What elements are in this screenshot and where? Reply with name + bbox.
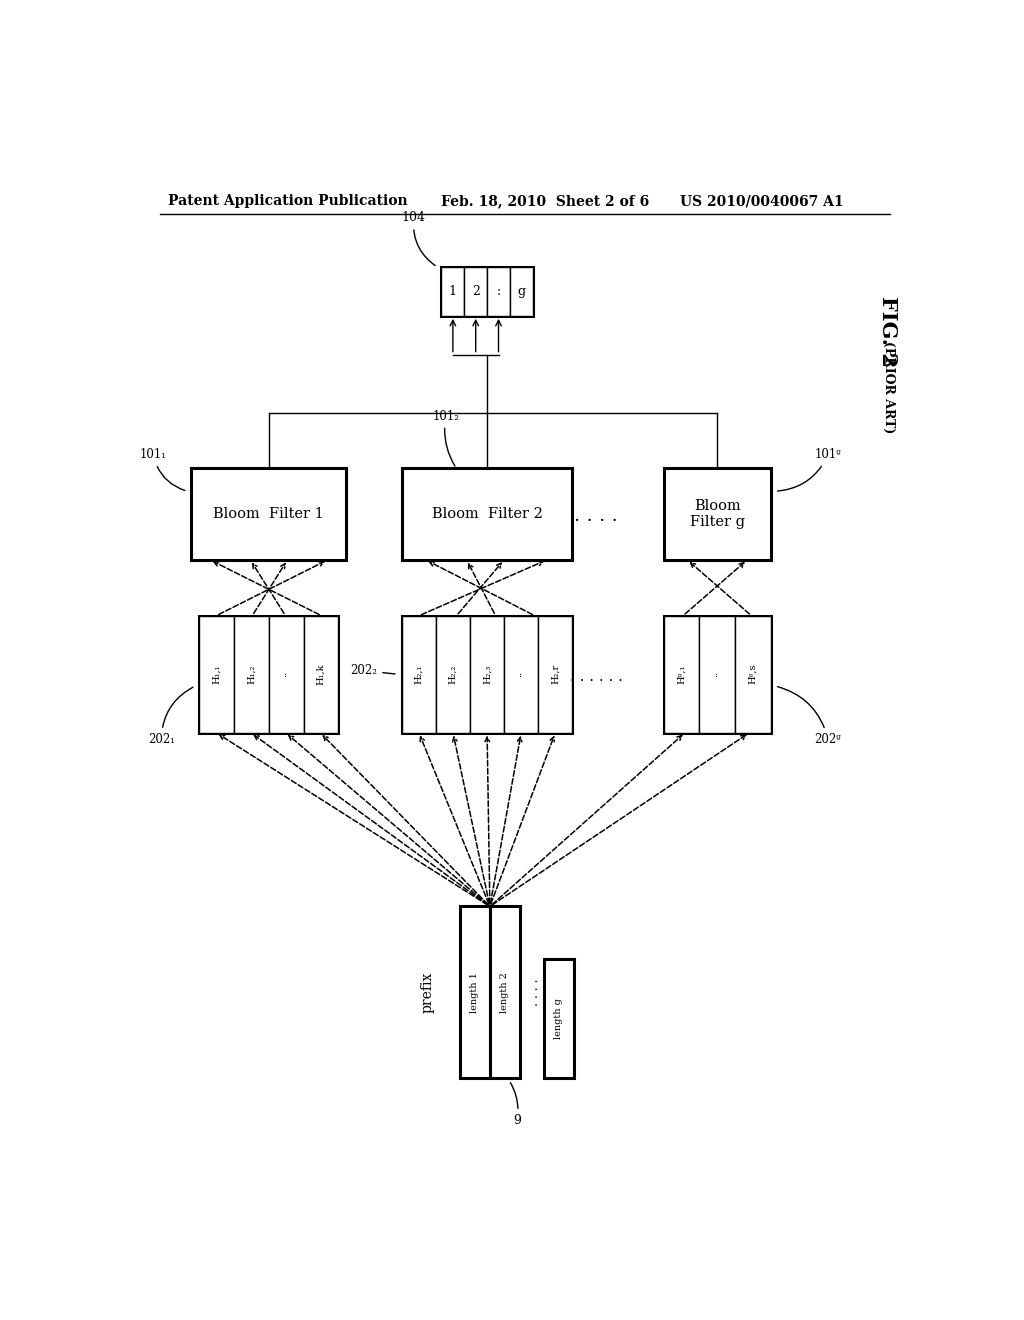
Bar (303, 615, 338, 733)
Text: ··: ·· (517, 671, 525, 677)
Text: 104: 104 (401, 211, 435, 265)
Text: 1: 1 (449, 285, 457, 298)
Bar (401, 615, 436, 733)
Text: Hᵍ,s: Hᵍ,s (749, 664, 758, 685)
Text: H₁,₁: H₁,₁ (212, 664, 221, 684)
Bar (234, 615, 269, 733)
Text: g: g (517, 285, 525, 298)
Bar (460, 907, 489, 1078)
Text: Bloom
Filter g: Bloom Filter g (690, 499, 744, 529)
Text: 101ᵍ: 101ᵍ (777, 449, 842, 491)
Text: Patent Application Publication: Patent Application Publication (168, 194, 408, 209)
Bar (441, 267, 532, 315)
Bar (436, 615, 470, 733)
Text: :: : (497, 285, 501, 298)
Text: H₂,₁: H₂,₁ (415, 664, 423, 684)
Bar (401, 469, 572, 560)
Text: 101₁: 101₁ (140, 449, 185, 491)
Text: (PRIOR ART): (PRIOR ART) (882, 341, 895, 433)
Text: prefix: prefix (421, 972, 435, 1012)
Bar (464, 267, 487, 315)
Text: H₁,k: H₁,k (316, 664, 326, 685)
Bar (269, 615, 303, 733)
Text: H₂,₂: H₂,₂ (449, 664, 458, 684)
Text: 9: 9 (510, 1082, 521, 1127)
Text: 101₂: 101₂ (432, 409, 460, 466)
Bar (191, 469, 346, 560)
Bar (664, 469, 771, 560)
Bar (487, 267, 510, 315)
Text: . . . . . .: . . . . . . (569, 669, 623, 684)
Text: . . . .: . . . . (528, 978, 541, 1006)
Bar (470, 615, 504, 733)
Bar (401, 615, 572, 733)
Text: ··: ·· (282, 671, 291, 677)
Text: 202₂: 202₂ (350, 664, 395, 677)
Text: US 2010/0040067 A1: US 2010/0040067 A1 (680, 194, 843, 209)
Text: H₁,₂: H₁,₂ (247, 664, 256, 684)
Bar (735, 615, 771, 733)
Text: length 2: length 2 (501, 972, 510, 1012)
Text: H₂,r: H₂,r (551, 664, 560, 684)
Bar (539, 615, 572, 733)
Text: 2: 2 (472, 285, 479, 298)
Bar (544, 960, 574, 1078)
Text: Bloom  Filter 1: Bloom Filter 1 (213, 507, 325, 521)
Bar (504, 615, 539, 733)
Bar (664, 615, 699, 733)
Bar (200, 615, 234, 733)
Text: 202₁: 202₁ (147, 688, 193, 746)
Bar (489, 907, 520, 1078)
Bar (664, 615, 771, 733)
Text: Feb. 18, 2010  Sheet 2 of 6: Feb. 18, 2010 Sheet 2 of 6 (441, 194, 649, 209)
Text: 202ᵍ: 202ᵍ (777, 686, 842, 746)
Text: length g: length g (554, 998, 563, 1039)
Bar (699, 615, 735, 733)
Text: H₂,₃: H₂,₃ (482, 664, 492, 684)
Text: length 1: length 1 (470, 972, 479, 1012)
Bar (441, 267, 464, 315)
Text: FIG. 2: FIG. 2 (879, 296, 898, 367)
Text: Hᵍ,₁: Hᵍ,₁ (677, 664, 686, 684)
Text: Bloom  Filter 2: Bloom Filter 2 (432, 507, 543, 521)
Bar (200, 615, 338, 733)
Bar (510, 267, 532, 315)
Text: . . . .: . . . . (574, 507, 618, 525)
Text: ··: ·· (713, 671, 722, 677)
